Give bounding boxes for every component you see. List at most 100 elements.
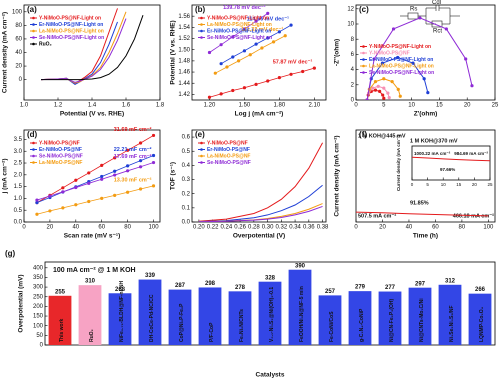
series-line <box>198 205 323 222</box>
panel-label: (c) <box>359 5 369 14</box>
category-label: DH-CoCe-Pd-NC/CC <box>149 294 155 342</box>
y-tick-label: 350 <box>33 275 44 281</box>
bar <box>168 289 192 345</box>
data-point <box>422 77 426 81</box>
legend-label: La-NiMoO-PS@NF-Light on <box>369 63 434 69</box>
x-tick-label: 1.2 <box>54 103 63 109</box>
data-point <box>382 96 386 100</box>
legend-marker <box>32 42 35 46</box>
data-point <box>48 209 52 213</box>
data-point <box>138 187 143 191</box>
data-point <box>390 80 394 84</box>
x-tick-label: 0 <box>354 225 358 231</box>
value-label: 297 <box>415 281 426 287</box>
y-tick-label: 200 <box>33 304 44 310</box>
panel-label: (a) <box>27 5 37 14</box>
data-point <box>381 93 385 97</box>
data-point <box>396 87 400 91</box>
y-tick-label: 1.44 <box>178 81 190 87</box>
data-point <box>372 57 376 61</box>
data-point <box>151 160 156 165</box>
y-tick-label: 1.48 <box>178 58 190 64</box>
bar <box>48 295 72 345</box>
chart-title: 100 mA cm⁻² @ 1 M KOH <box>53 267 136 274</box>
legend-label: Y-NiMoO-PS@NF-Light on <box>207 15 269 21</box>
legend-marker <box>200 154 203 158</box>
bar <box>348 291 372 345</box>
panel-label: (d) <box>27 130 38 139</box>
value-label: 287 <box>175 283 186 289</box>
x-tick-label: 0.20 <box>193 225 205 231</box>
data-point <box>386 91 390 95</box>
legend-label: Er-NiMoO-PS@NF <box>207 147 250 153</box>
data-point <box>237 59 241 63</box>
category-label: NiFe₀.₇₅-BLDH@NF-nPNH <box>119 280 125 342</box>
bar <box>198 287 222 345</box>
data-point <box>74 185 78 190</box>
x-tick-label: 20 <box>379 225 386 231</box>
data-point <box>444 27 448 31</box>
legend-label: Se-NiMoO-PS@NF-Light on <box>207 35 272 41</box>
x-tick-label: 0.26 <box>234 225 246 231</box>
panel-label: (b) <box>195 5 206 14</box>
data-point <box>74 203 78 207</box>
data-point <box>242 49 247 53</box>
x-tick-label: 0.30 <box>262 225 274 231</box>
data-point <box>382 77 386 81</box>
panel-label: (g) <box>5 249 16 258</box>
data-point <box>378 89 382 94</box>
series-line <box>36 155 154 204</box>
bar <box>408 287 432 345</box>
series-group <box>40 8 144 85</box>
data-point <box>266 79 270 83</box>
legend-label: La-NiMoO-PS@NF-Light on <box>207 22 272 28</box>
data-point <box>48 194 52 198</box>
series-line <box>40 18 127 83</box>
data-point <box>219 43 223 47</box>
inset-bg <box>412 146 490 180</box>
data-point <box>225 65 229 69</box>
y-tick-label: 1.0 <box>14 196 23 202</box>
value-label: 277 <box>385 285 396 291</box>
data-point <box>260 46 264 50</box>
x-tick-label: 20 <box>472 182 478 187</box>
legend-marker <box>362 71 365 74</box>
y-tick-label: 150 <box>33 314 44 320</box>
series-annotation: 22.21 mF cm⁻² <box>114 146 152 153</box>
series-annotation: 57.87 mV dec⁻¹ <box>273 59 313 66</box>
data-point <box>100 196 104 201</box>
panel: 0 2 4 6 8 10 12 0 5 10 15 20 25 (c) Z'(ohm) -Z''(ohm) Y-… <box>334 4 499 118</box>
x-tick-label: 10 <box>408 103 415 109</box>
data-point <box>151 133 156 138</box>
y-tick-label: 2.5 <box>14 161 23 167</box>
y-axis-label: TOF (s⁻¹) <box>170 162 177 190</box>
annotation: 984.69 mA cm⁻² <box>454 151 488 156</box>
data-point <box>289 23 293 27</box>
category-label: Ni₃Se₂Ni₃S₂/NF <box>449 305 455 342</box>
x-tick-label: 5 <box>426 182 429 187</box>
value-label: 279 <box>355 285 366 291</box>
x-tick-label: 1.6 <box>122 103 131 109</box>
data-point <box>283 34 287 38</box>
x-tick-label: 25 <box>492 103 499 109</box>
x-axis-label: Log j (mA cm⁻²) <box>235 111 284 118</box>
series-annotation: 17.69 mF cm⁻² <box>114 153 152 160</box>
data-point <box>371 86 375 90</box>
data-point <box>380 61 385 65</box>
data-point <box>398 94 402 98</box>
data-point <box>231 55 235 59</box>
data-point <box>426 91 430 95</box>
x-tick-label: 2.10 <box>309 103 321 109</box>
y-axis-label: j (mA cm⁻²) <box>2 159 9 195</box>
x-axis-label: Catalysts <box>256 372 285 379</box>
x-tick-label: 0.38 <box>317 225 329 231</box>
legend-label: Er-NiMoO-PS@NF-Light on <box>39 22 103 28</box>
bar <box>318 295 342 345</box>
data-point <box>373 88 378 92</box>
data-point <box>138 165 143 169</box>
data-point <box>470 84 474 88</box>
x-tick-label: 100 <box>149 225 160 231</box>
y-tick-label: 0.2 <box>182 191 191 197</box>
x-tick-label: 100 <box>483 225 494 231</box>
series-line <box>36 135 154 204</box>
